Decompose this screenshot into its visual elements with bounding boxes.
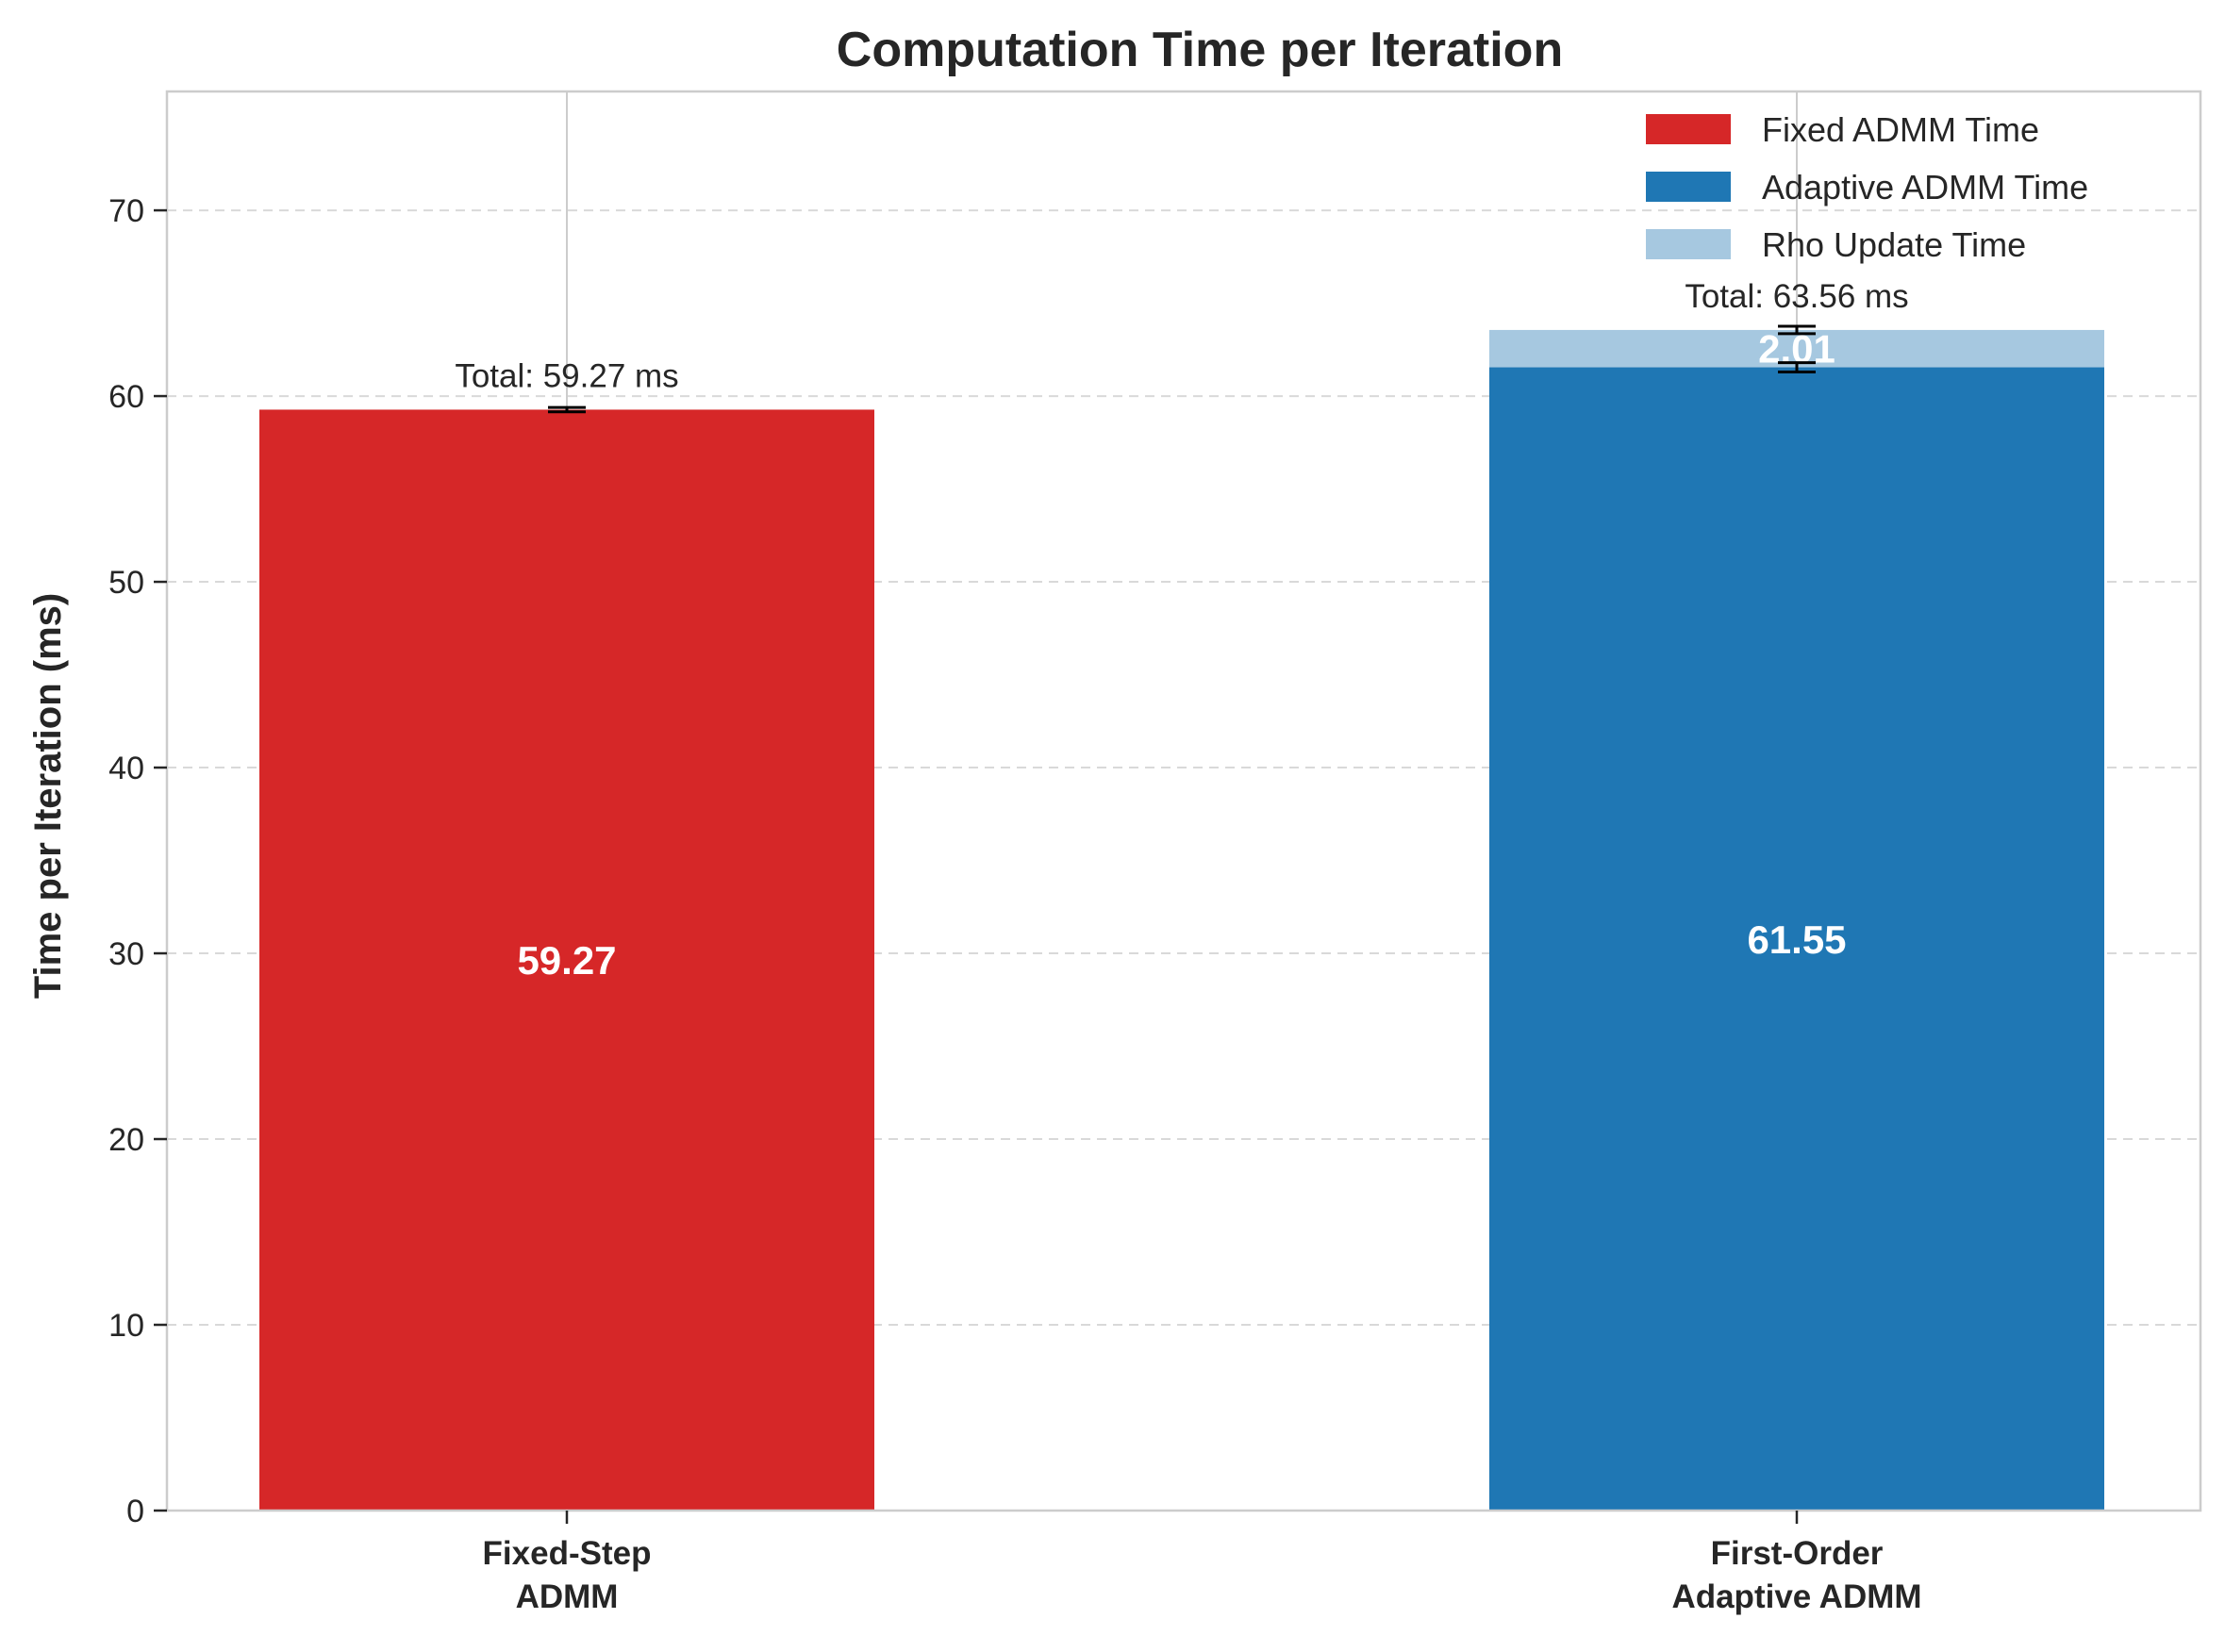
x-tick-label-line: Fixed-Step xyxy=(483,1535,652,1572)
y-tick-label: 30 xyxy=(108,936,144,972)
total-label: Total: 63.56 ms xyxy=(1685,278,1908,315)
bar-segment xyxy=(1489,367,2104,1512)
legend-swatch xyxy=(1646,229,1731,259)
legend-label: Adaptive ADMM Time xyxy=(1762,168,2088,206)
error-bars xyxy=(548,324,1816,414)
axes-frame xyxy=(165,90,2202,1512)
x-tick-label-line: ADMM xyxy=(516,1578,619,1615)
legend: Fixed ADMM Time Adaptive ADMM Time Rho Upd… xyxy=(1646,110,2088,264)
bars xyxy=(259,329,2104,1512)
segment-value-label: 59.27 xyxy=(517,938,616,983)
total-label: Total: 59.27 ms xyxy=(455,357,678,394)
bar-segment xyxy=(259,409,874,1511)
y-tick-label: 20 xyxy=(108,1122,144,1158)
segment-value-label: 61.55 xyxy=(1747,917,1846,962)
y-tick-label: 10 xyxy=(108,1308,144,1344)
x-tick-label: First-Order Adaptive ADMM xyxy=(1671,1535,1921,1615)
x-tick-label-line: Adaptive ADMM xyxy=(1671,1578,1921,1615)
y-tick-label: 0 xyxy=(126,1494,144,1529)
bar-segment xyxy=(1489,329,2104,368)
y-tick-label: 50 xyxy=(108,565,144,601)
y-tick-label: 60 xyxy=(108,379,144,415)
plot-frame xyxy=(165,90,2202,1512)
legend-label: Rho Update Time xyxy=(1762,225,2026,264)
x-tick-label: Fixed-Step ADMM xyxy=(483,1535,652,1615)
chart-title: Computation Time per Iteration xyxy=(837,23,1563,77)
y-tick-label: 70 xyxy=(108,193,144,229)
x-tick-label-line: First-Order xyxy=(1711,1535,1884,1572)
axis-ticks: 0 10 20 30 40 50 60 70 Fixed-Step ADMM First-Order… xyxy=(108,193,1921,1615)
legend-swatch xyxy=(1646,114,1731,144)
y-tick-label: 40 xyxy=(108,751,144,786)
legend-label: Fixed ADMM Time xyxy=(1762,110,2039,149)
y-axis-label: Time per Iteration (ms) xyxy=(27,593,69,999)
legend-swatch xyxy=(1646,172,1731,202)
